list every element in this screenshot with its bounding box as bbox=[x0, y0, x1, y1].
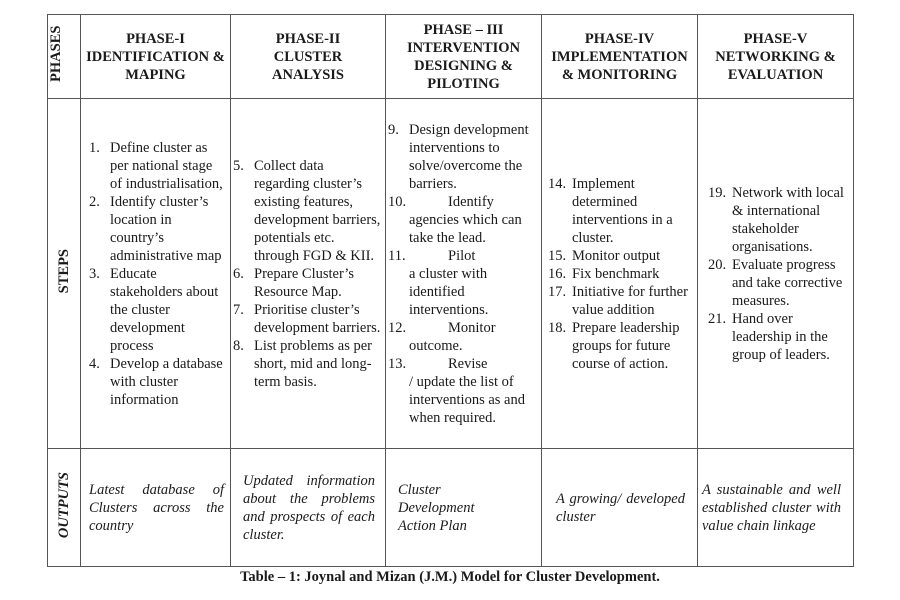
step-number: 13. bbox=[388, 355, 407, 372]
phase-3-output: Cluster Development Action Plan bbox=[385, 448, 542, 567]
corner-cell: PHASES bbox=[47, 14, 81, 99]
step-item: 1. Define cluster as per national stage o… bbox=[89, 139, 226, 193]
step-text: Monitor output bbox=[572, 247, 661, 264]
step-number: 21. bbox=[708, 310, 727, 327]
phase-1-output: Latest database of Clusters across the c… bbox=[80, 448, 231, 567]
step-number: 16. bbox=[548, 265, 567, 282]
step-text: Initiative for further value addition bbox=[572, 283, 688, 318]
step-number: 2. bbox=[89, 193, 100, 210]
step-text: Educate stakeholders about the cluster d… bbox=[110, 265, 219, 354]
phase-2-output: Updated information about the problems a… bbox=[230, 448, 386, 567]
step-number: 11. bbox=[388, 247, 406, 264]
step-text-continued: agencies which can take the lead. bbox=[409, 211, 522, 246]
step-number: 15. bbox=[548, 247, 567, 264]
step-text: List problems as per short, mid and long… bbox=[254, 337, 372, 390]
step-text-continued: a cluster with identified interventions. bbox=[409, 265, 489, 318]
step-text: Monitor bbox=[448, 319, 496, 336]
phase-2-steps: 5. Collect data regarding cluster’s exist… bbox=[230, 98, 386, 449]
step-item: 16. Fix benchmark bbox=[548, 265, 693, 283]
step-item: 11. Pilot a cluster with identified interv… bbox=[388, 247, 537, 319]
step-text: Develop a database with cluster informat… bbox=[110, 355, 223, 408]
step-item: 4. Develop a database with cluster inform… bbox=[89, 355, 226, 409]
step-text: Prepare leadership groups for future cou… bbox=[572, 319, 680, 372]
step-number: 12. bbox=[388, 319, 407, 336]
step-number: 4. bbox=[89, 355, 100, 372]
steps-row: STEPS 1. Define cluster as per national s… bbox=[47, 98, 854, 449]
step-number: 9. bbox=[388, 121, 399, 138]
step-text-continued: / update the list of interventions as an… bbox=[409, 373, 525, 426]
step-text: Prepare Cluster’s Resource Map. bbox=[254, 265, 354, 300]
table-caption: Table – 1: Joynal and Mizan (J.M.) Model… bbox=[240, 569, 660, 585]
steps-label: STEPS bbox=[55, 248, 72, 294]
step-text: Collect data regarding cluster’s existin… bbox=[254, 157, 381, 264]
step-text: Identify cluster’s location in country’s… bbox=[110, 193, 222, 264]
step-item: 18. Prepare leadership groups for future … bbox=[548, 319, 693, 373]
step-text: Network with local & international stake… bbox=[732, 184, 844, 255]
phase-5-header: PHASE-V NETWORKING & EVALUATION bbox=[697, 14, 854, 99]
step-number: 18. bbox=[548, 319, 567, 336]
step-number: 8. bbox=[233, 337, 244, 354]
step-item: 6. Prepare Cluster’s Resource Map. bbox=[233, 265, 381, 301]
step-item: 17. Initiative for further value addition bbox=[548, 283, 693, 319]
step-text: Prioritise cluster’s development barrier… bbox=[254, 301, 381, 336]
step-item: 20. Evaluate progress and take corrective… bbox=[708, 256, 851, 310]
steps-label-cell: STEPS bbox=[47, 98, 81, 449]
phase-5-output: A sustainable and well established clust… bbox=[697, 448, 854, 567]
step-item: 21. Hand over leadership in the group of … bbox=[708, 310, 851, 364]
step-text: Define cluster as per national stage of … bbox=[110, 139, 223, 192]
step-number: 5. bbox=[233, 157, 244, 174]
step-item: 3. Educate stakeholders about the cluster… bbox=[89, 265, 226, 355]
phase-3-header: PHASE – III INTERVENTION DESIGNING & PIL… bbox=[385, 14, 542, 99]
step-item: 10. Identify agencies which can take the l… bbox=[388, 193, 537, 247]
step-text: Fix benchmark bbox=[572, 265, 660, 282]
step-item: 12. Monitor outcome. bbox=[388, 319, 537, 355]
step-text: Evaluate progress and take corrective me… bbox=[732, 256, 843, 309]
step-item: 14. Implement determined interventions in… bbox=[548, 175, 693, 247]
step-text: Pilot bbox=[448, 247, 476, 264]
phase-3-steps: 9. Design development interventions to so… bbox=[385, 98, 542, 449]
phase-1-header: PHASE-I IDENTIFICATION & MAPING bbox=[80, 14, 231, 99]
step-text-continued: outcome. bbox=[409, 337, 463, 354]
step-item: 13. Revise / update the list of interventi… bbox=[388, 355, 537, 427]
header-row: PHASES PHASE-I IDENTIFICATION & MAPING P… bbox=[47, 14, 854, 99]
outputs-label: OUTPUTS bbox=[55, 471, 72, 539]
step-number: 3. bbox=[89, 265, 100, 282]
step-item: 5. Collect data regarding cluster’s exist… bbox=[233, 157, 381, 265]
step-item: 2. Identify cluster’s location in country… bbox=[89, 193, 226, 265]
step-number: 7. bbox=[233, 301, 244, 318]
step-number: 6. bbox=[233, 265, 244, 282]
phase-5-steps: 19. Network with local & international st… bbox=[697, 98, 854, 449]
phases-label: PHASES bbox=[48, 25, 64, 83]
step-item: 19. Network with local & international st… bbox=[708, 184, 851, 256]
phase-4-steps: 14. Implement determined interventions in… bbox=[541, 98, 698, 449]
step-item: 8. List problems as per short, mid and lo… bbox=[233, 337, 381, 391]
step-text: Identify bbox=[448, 193, 494, 210]
step-text: Revise bbox=[448, 355, 488, 372]
phase-2-header: PHASE-II CLUSTER ANALYSIS bbox=[230, 14, 386, 99]
step-number: 19. bbox=[708, 184, 727, 201]
cluster-development-model-table: PHASES PHASE-I IDENTIFICATION & MAPING P… bbox=[47, 14, 854, 567]
step-item: 9. Design development interventions to so… bbox=[388, 121, 537, 193]
step-item: 7. Prioritise cluster’s development barri… bbox=[233, 301, 381, 337]
step-number: 14. bbox=[548, 175, 567, 192]
step-item: 15. Monitor output bbox=[548, 247, 693, 265]
step-number: 17. bbox=[548, 283, 567, 300]
outputs-row: OUTPUTS Latest database of Clusters acro… bbox=[47, 448, 854, 567]
step-number: 10. bbox=[388, 193, 407, 210]
step-text: Design development interventions to solv… bbox=[409, 121, 529, 192]
phase-4-output: A growing/ developed cluster bbox=[541, 448, 698, 567]
step-text: Implement determined interventions in a … bbox=[572, 175, 673, 246]
phase-1-steps: 1. Define cluster as per national stage o… bbox=[80, 98, 231, 449]
step-number: 20. bbox=[708, 256, 727, 273]
step-text: Hand over leadership in the group of lea… bbox=[732, 310, 830, 363]
outputs-label-cell: OUTPUTS bbox=[47, 448, 81, 567]
step-number: 1. bbox=[89, 139, 100, 156]
phase-4-header: PHASE-IV IMPLEMENTATION & MONITORING bbox=[541, 14, 698, 99]
